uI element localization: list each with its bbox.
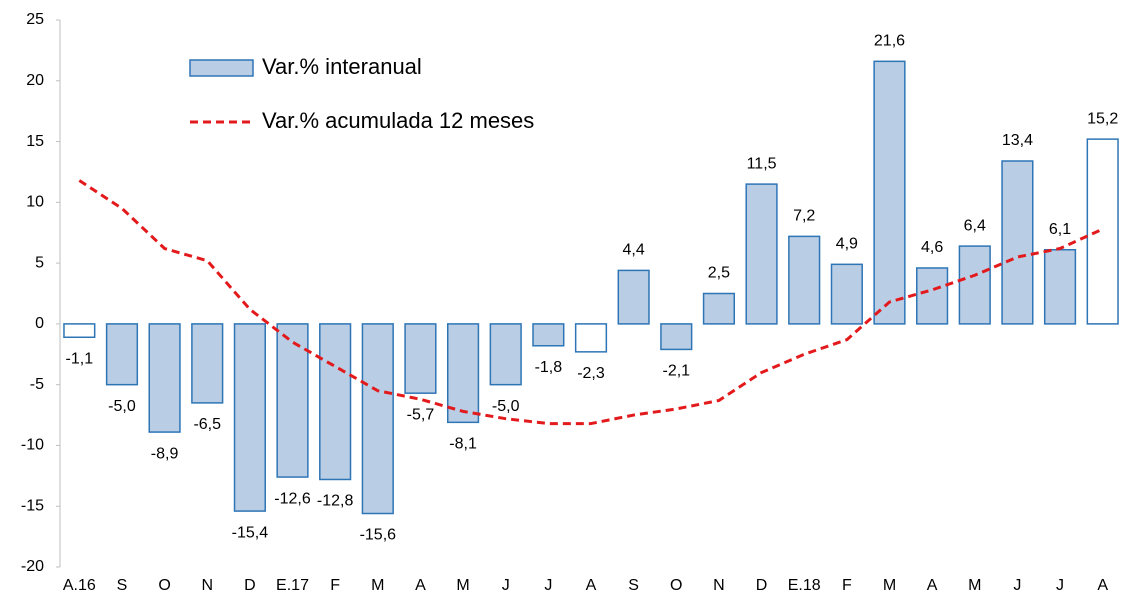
bar xyxy=(702,292,736,325)
data-label: -2,1 xyxy=(662,363,690,380)
data-label: -8,9 xyxy=(151,445,179,462)
y-tick-label: -20 xyxy=(21,558,44,575)
data-label: 6,1 xyxy=(1049,221,1071,238)
bar xyxy=(1001,160,1034,325)
x-tick-label: J xyxy=(502,577,510,594)
x-tick-label: E.18 xyxy=(788,577,821,594)
x-tick-label: J xyxy=(1056,577,1064,594)
data-label: -15,6 xyxy=(360,527,397,544)
bar xyxy=(361,323,394,515)
data-label: -1,8 xyxy=(535,359,563,376)
x-tick-label: J xyxy=(544,577,552,594)
bar xyxy=(617,269,650,325)
x-tick-label: M xyxy=(371,577,384,594)
x-tick-label: O xyxy=(670,577,682,594)
bar xyxy=(446,323,480,424)
bar xyxy=(830,263,863,325)
bar xyxy=(1086,138,1119,325)
data-label: 11,5 xyxy=(747,155,777,172)
x-tick-label: A.16 xyxy=(63,577,96,594)
x-tick-label: D xyxy=(756,577,768,594)
data-label: 4,4 xyxy=(623,242,645,259)
x-tick-label: A xyxy=(415,577,426,594)
legend-label: Var.% acumulada 12 meses xyxy=(262,108,534,133)
x-tick-label: N xyxy=(713,577,725,594)
data-label: -6,5 xyxy=(193,416,221,433)
x-tick-label: M xyxy=(883,577,896,594)
legend-swatch xyxy=(189,59,254,77)
bar xyxy=(148,323,181,433)
bar xyxy=(532,323,565,347)
x-tick-label: S xyxy=(628,577,639,594)
data-label: -5,0 xyxy=(108,398,136,415)
data-label: 13,4 xyxy=(1002,132,1033,149)
line xyxy=(78,179,1104,426)
data-label: 4,6 xyxy=(921,239,943,256)
data-label: -15,4 xyxy=(232,524,269,541)
x-tick-label: O xyxy=(158,577,170,594)
bar xyxy=(191,323,224,404)
bar xyxy=(404,323,437,394)
x-tick-label: N xyxy=(201,577,213,594)
bar xyxy=(489,323,522,386)
bar xyxy=(745,183,778,325)
x-tick-label: M xyxy=(968,577,981,594)
data-label: 15,2 xyxy=(1087,110,1118,127)
data-label: 7,2 xyxy=(793,208,815,225)
bar xyxy=(660,323,693,351)
bar xyxy=(574,323,608,353)
x-tick-label: F xyxy=(330,577,340,594)
x-tick-label: A xyxy=(927,577,938,594)
bar xyxy=(958,245,991,325)
x-tick-label: A xyxy=(586,577,597,594)
legend-label: Var.% interanual xyxy=(262,54,422,79)
x-tick-label: D xyxy=(244,577,256,594)
bar xyxy=(873,60,906,325)
data-label: 4,9 xyxy=(836,236,858,253)
bar xyxy=(105,323,139,386)
y-tick-label: 10 xyxy=(26,194,44,211)
data-label: -12,6 xyxy=(274,490,311,507)
x-tick-label: E.17 xyxy=(276,577,309,594)
x-tick-label: A xyxy=(1097,577,1108,594)
data-label: -5,7 xyxy=(407,406,435,423)
bar xyxy=(788,235,821,325)
y-tick-label: 0 xyxy=(35,315,44,332)
y-tick-label: 5 xyxy=(35,254,44,271)
bar xyxy=(276,323,309,478)
y-tick-label: 25 xyxy=(26,11,44,28)
bar xyxy=(1043,248,1077,325)
y-tick-label: 20 xyxy=(26,72,44,89)
bar xyxy=(319,323,352,481)
data-label: -2,3 xyxy=(577,365,605,382)
x-tick-label: M xyxy=(456,577,469,594)
bar xyxy=(916,267,949,325)
x-tick-label: J xyxy=(1013,577,1021,594)
x-tick-label: S xyxy=(117,577,128,594)
data-label: 2,5 xyxy=(708,265,730,282)
bar xyxy=(63,323,96,339)
data-label: -12,8 xyxy=(317,493,354,510)
y-tick-label: -10 xyxy=(21,437,44,454)
data-label: 21,6 xyxy=(874,33,905,50)
x-tick-label: F xyxy=(842,577,852,594)
data-label: -8,1 xyxy=(449,436,477,453)
data-label: -1,1 xyxy=(66,350,94,367)
data-label: 6,4 xyxy=(964,217,986,234)
y-tick-label: 15 xyxy=(26,133,44,150)
data-label: -5,0 xyxy=(492,398,520,415)
bar xyxy=(233,323,266,512)
y-tick-label: -15 xyxy=(21,497,44,514)
y-tick-label: -5 xyxy=(30,376,44,393)
